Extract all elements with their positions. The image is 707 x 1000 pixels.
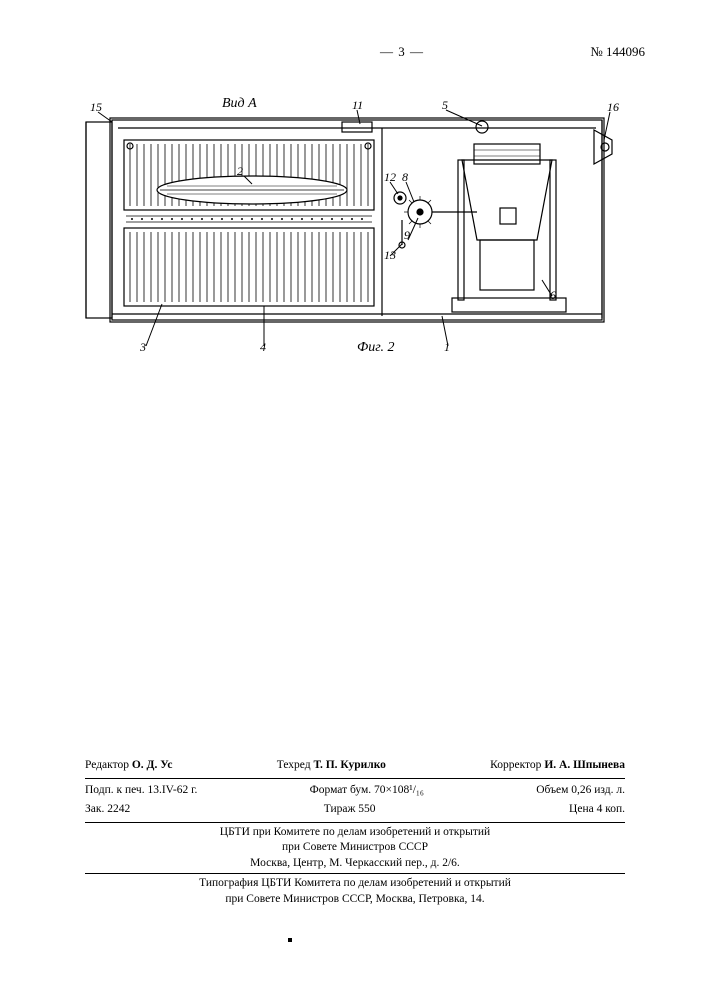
imprint-line-5: при Совете Министров СССР, Москва, Петро… bbox=[85, 892, 625, 908]
imprint-line-4: Типография ЦБТИ Комитета по делам изобре… bbox=[85, 876, 625, 892]
print-run: Тираж 550 bbox=[324, 802, 376, 818]
sign-date: Подп. к печ. 13.IV-62 г. bbox=[85, 783, 197, 799]
divider-2 bbox=[85, 822, 625, 823]
price: Цена 4 коп. bbox=[569, 802, 625, 818]
print-params-row-2: Зак. 2242 Тираж 550 Цена 4 коп. bbox=[85, 800, 625, 820]
volume: Объем 0,26 изд. л. bbox=[536, 783, 625, 799]
print-params-row-1: Подп. к печ. 13.IV-62 г. Формат бум. 70×… bbox=[85, 781, 625, 801]
callout-4: 4 bbox=[260, 340, 266, 355]
imprint-line-2: при Совете Министров СССР bbox=[85, 840, 625, 856]
callout-5: 5 bbox=[442, 98, 448, 113]
callout-8: 8 bbox=[402, 170, 408, 185]
callout-3: 3 bbox=[140, 340, 146, 355]
divider-3 bbox=[85, 873, 625, 874]
divider-1 bbox=[85, 778, 625, 779]
callout-16: 16 bbox=[607, 100, 619, 115]
editor: Редактор О. Д. Ус bbox=[85, 758, 173, 774]
callout-2: 2 bbox=[237, 164, 243, 179]
imprint-line-3: Москва, Центр, М. Черкасский пер., д. 2/… bbox=[85, 856, 625, 872]
callout-13: 13 bbox=[384, 248, 396, 263]
callout-9: 9 bbox=[404, 228, 410, 243]
imprint-line-1: ЦБТИ при Комитете по делам изобретений и… bbox=[85, 825, 625, 841]
callout-11: 11 bbox=[352, 98, 363, 113]
callout-15: 15 bbox=[90, 100, 102, 115]
figure-caption: Фиг. 2 bbox=[357, 340, 395, 356]
callout-6: 6 bbox=[550, 288, 556, 303]
view-label: Вид А bbox=[222, 96, 257, 112]
order-number: Зак. 2242 bbox=[85, 802, 130, 818]
page-number-top: — 3 — bbox=[380, 44, 424, 60]
stray-dot bbox=[288, 938, 292, 942]
callout-1: 1 bbox=[444, 340, 450, 355]
patent-number: № 144096 bbox=[590, 44, 645, 60]
techred: Техред Т. П. Курилко bbox=[277, 758, 386, 774]
technical-figure: Вид А 15 11 5 16 2 12 8 13 9 6 3 4 1 bbox=[82, 100, 632, 400]
paper-format: Формат бум. 70×108¹/₁₆ bbox=[310, 783, 424, 799]
callout-12: 12 bbox=[384, 170, 396, 185]
corrector: Корректор И. А. Шпынева bbox=[490, 758, 625, 774]
credits-names-row: Редактор О. Д. Ус Техред Т. П. Курилко К… bbox=[85, 756, 625, 776]
figure-svg bbox=[82, 100, 632, 360]
credits-block: Редактор О. Д. Ус Техред Т. П. Курилко К… bbox=[85, 756, 625, 907]
